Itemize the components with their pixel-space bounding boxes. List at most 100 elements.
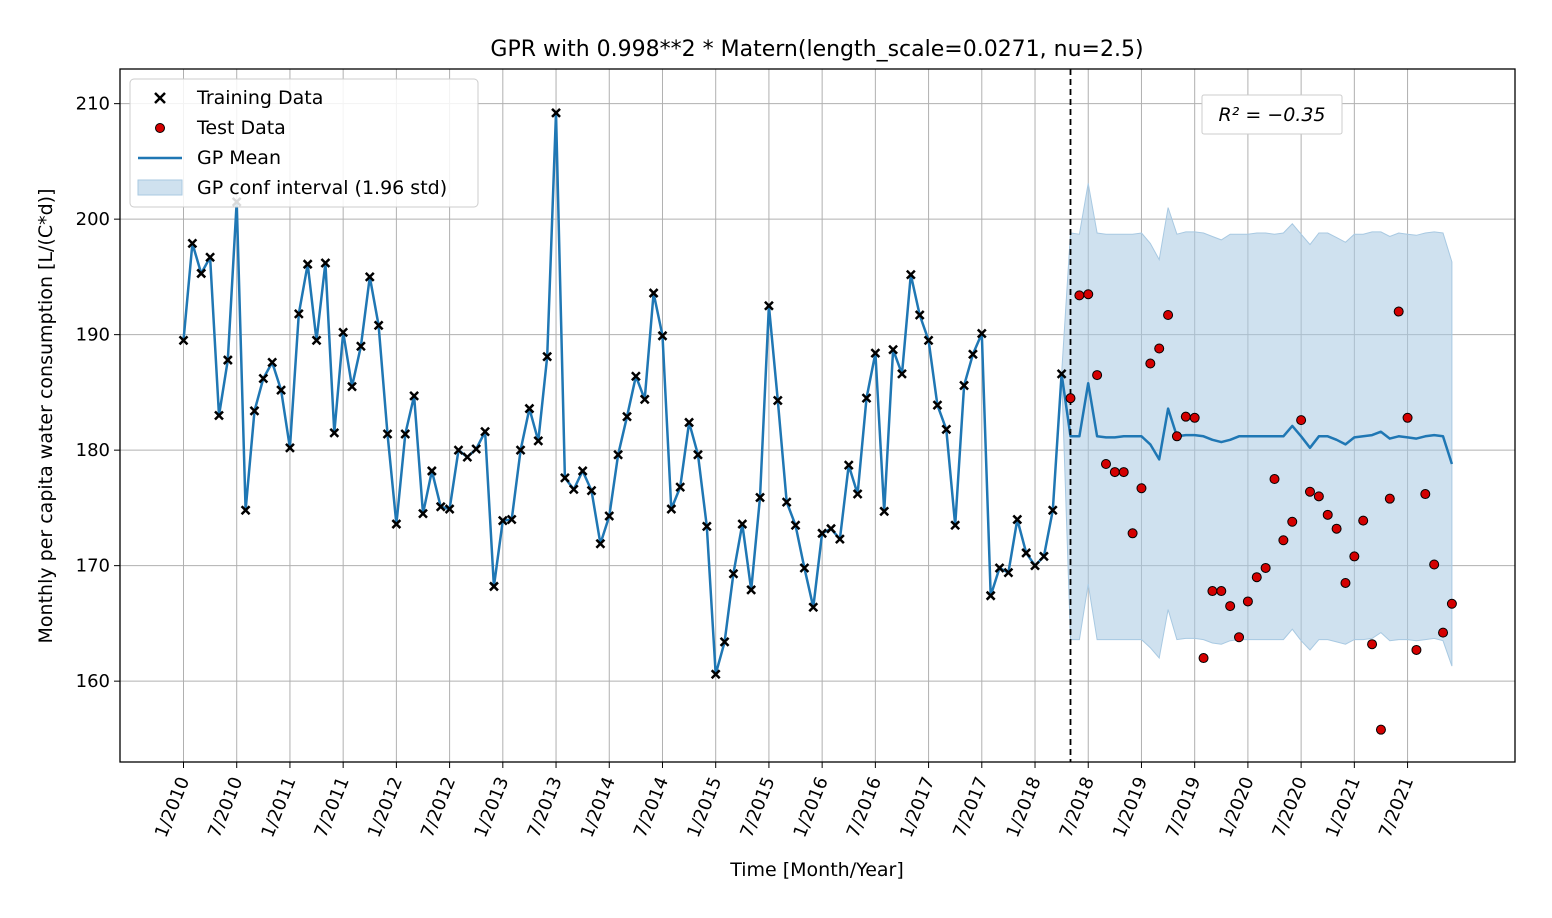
training-point — [347, 381, 357, 392]
training-point-stroke — [781, 497, 792, 508]
x-tick-label: 7/2016 — [843, 774, 886, 841]
training-point-stroke — [356, 341, 366, 352]
training-point — [959, 380, 969, 391]
training-point-stroke — [560, 472, 570, 483]
training-point — [196, 268, 207, 279]
test-point — [1136, 483, 1147, 494]
training-point-stroke — [994, 563, 1005, 573]
training-point-stroke — [418, 508, 428, 519]
test-points — [1065, 289, 1457, 735]
training-point — [285, 442, 295, 453]
test-point — [1100, 459, 1111, 470]
training-point-stroke — [976, 328, 987, 339]
training-point-stroke — [888, 344, 898, 355]
training-point-stroke — [551, 108, 561, 118]
legend-label-training: Training Data — [196, 87, 323, 109]
training-point — [941, 424, 952, 435]
training-point — [462, 452, 473, 462]
training-point — [214, 410, 224, 421]
training-point — [320, 258, 331, 268]
gp-mean-line — [182, 111, 1454, 676]
training-point-stroke — [187, 238, 198, 249]
training-point-stroke — [630, 371, 641, 382]
training-point-stroke — [364, 272, 375, 282]
training-point-stroke — [843, 460, 854, 471]
training-point — [630, 371, 641, 382]
training-point-stroke — [462, 452, 473, 462]
training-point-stroke — [728, 568, 739, 579]
training-point-stroke — [409, 390, 420, 401]
training-point-stroke — [426, 466, 437, 476]
test-point — [1234, 632, 1245, 643]
x-tick-label: 1/2010 — [151, 774, 194, 841]
r2-box — [1201, 94, 1343, 135]
training-point-stroke — [347, 381, 357, 392]
training-point-stroke — [267, 357, 278, 368]
training-point-stroke — [604, 511, 615, 521]
legend: Training Data Test Data GP Mean GP conf … — [129, 78, 479, 208]
training-point — [879, 506, 890, 517]
training-point-stroke — [675, 482, 686, 492]
training-point-stroke — [302, 259, 313, 270]
training-point-stroke — [577, 466, 588, 476]
training-point-stroke — [542, 351, 553, 362]
training-point-stroke — [1030, 560, 1040, 571]
test-point — [1313, 491, 1324, 502]
training-point-stroke — [1012, 514, 1023, 525]
training-point-stroke — [764, 300, 774, 311]
x-tick-label: 1/2015 — [683, 774, 726, 841]
training-point — [382, 429, 393, 439]
training-point-stroke — [772, 395, 783, 406]
x-tick-label: 7/2020 — [1269, 774, 1312, 841]
training-point-stroke — [1047, 505, 1058, 516]
test-point — [1083, 289, 1094, 300]
training-point — [888, 344, 898, 355]
test-point — [1438, 627, 1449, 638]
training-point — [497, 515, 508, 526]
training-point — [471, 444, 482, 454]
training-point — [524, 403, 535, 414]
training-point — [701, 521, 712, 532]
training-point-stroke — [834, 534, 845, 544]
training-point — [613, 449, 624, 460]
test-point — [1411, 644, 1422, 655]
training-point — [737, 519, 748, 529]
x-tick-label: 1/2012 — [364, 774, 407, 841]
test-point — [1429, 559, 1440, 570]
x-tick-label: 7/2014 — [630, 774, 673, 841]
test-point — [1322, 509, 1333, 520]
training-point — [852, 489, 863, 499]
training-point — [932, 400, 943, 410]
training-point-stroke — [497, 515, 508, 526]
training-point-stroke — [506, 514, 517, 525]
training-point — [240, 505, 251, 516]
training-point-stroke — [311, 335, 322, 346]
training-point — [595, 538, 606, 549]
training-point — [1003, 567, 1014, 578]
training-point-stroke — [1021, 548, 1032, 558]
training-point — [622, 411, 632, 422]
test-point — [1207, 586, 1218, 597]
training-point-stroke — [808, 602, 819, 613]
training-point — [985, 590, 996, 601]
training-point — [400, 429, 411, 439]
training-point-stroke — [684, 417, 694, 428]
training-point — [489, 581, 499, 592]
test-point — [1296, 415, 1307, 426]
r2-annotation: R² = −0.35 — [1201, 94, 1343, 135]
training-point — [276, 385, 286, 395]
training-point — [675, 482, 686, 492]
legend-marker-training — [154, 92, 166, 104]
training-point-stroke — [950, 520, 961, 531]
r2-text: R² = −0.35 — [1218, 104, 1325, 126]
training-point — [764, 300, 774, 311]
training-point-stroke — [790, 520, 801, 531]
legend-label-band: GP conf interval (1.96 std) — [197, 177, 447, 199]
training-point — [373, 320, 384, 331]
training-point-stroke — [701, 521, 712, 532]
training-point-stroke — [444, 504, 455, 514]
x-tick-label: 7/2019 — [1162, 774, 1205, 841]
test-point — [1225, 601, 1236, 612]
training-point — [790, 520, 801, 531]
test-point — [1198, 653, 1209, 664]
